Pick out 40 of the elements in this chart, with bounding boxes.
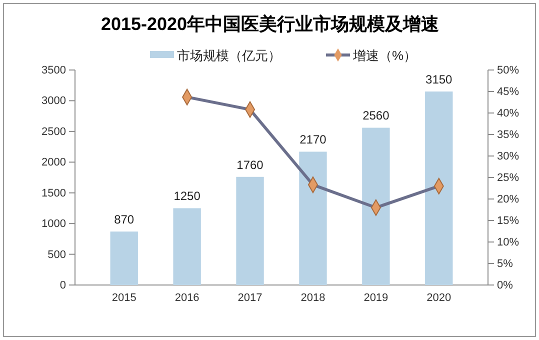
y2-tick-label: 0% <box>497 280 514 292</box>
data-label: 870 <box>114 212 134 227</box>
y-tick-label: 0 <box>60 280 66 292</box>
y2-tick-label: 5% <box>497 258 514 270</box>
y2-tick-label: 35% <box>497 129 520 142</box>
y2-tick-label: 25% <box>497 172 520 184</box>
y2-tick-label: 10% <box>497 236 520 249</box>
bar <box>362 128 390 285</box>
y-tick-label: 3500 <box>42 64 66 77</box>
bar <box>299 152 327 285</box>
y-tick-label: 2500 <box>42 126 66 138</box>
y2-tick-label: 20% <box>497 194 520 206</box>
y2-tick-label: 50% <box>497 64 520 77</box>
y2-tick-label: 45% <box>497 86 520 98</box>
data-label: 1250 <box>174 189 201 204</box>
chart-title: 2015-2020年中国医美行业市场规模及增速 <box>100 14 440 34</box>
x-tick-label: 2020 <box>426 292 452 304</box>
y-tick-label: 500 <box>48 248 66 261</box>
bar <box>173 208 201 285</box>
x-tick-label: 2019 <box>364 292 388 304</box>
bar <box>110 232 138 285</box>
y-tick-label: 3000 <box>42 95 66 108</box>
legend-label: 市场规模（亿元） <box>177 48 281 63</box>
y-tick-label: 1500 <box>42 187 66 200</box>
x-tick-label: 2018 <box>300 292 326 304</box>
x-tick-label: 2015 <box>112 292 136 304</box>
x-tick-label: 2017 <box>238 292 262 304</box>
y-tick-label: 1000 <box>42 218 66 230</box>
y2-tick-label: 15% <box>497 215 520 228</box>
bar <box>425 92 453 285</box>
data-label: 3150 <box>426 72 453 86</box>
x-tick-label: 2016 <box>174 292 200 304</box>
data-label: 1760 <box>236 158 264 172</box>
data-label: 2560 <box>362 108 390 123</box>
y2-tick-label: 30% <box>497 150 520 163</box>
y2-tick-label: 40% <box>497 108 520 120</box>
data-label: 2170 <box>300 132 327 147</box>
bar <box>236 176 264 285</box>
y-tick-label: 2000 <box>42 156 66 169</box>
legend-label: 增速（%） <box>352 48 417 63</box>
